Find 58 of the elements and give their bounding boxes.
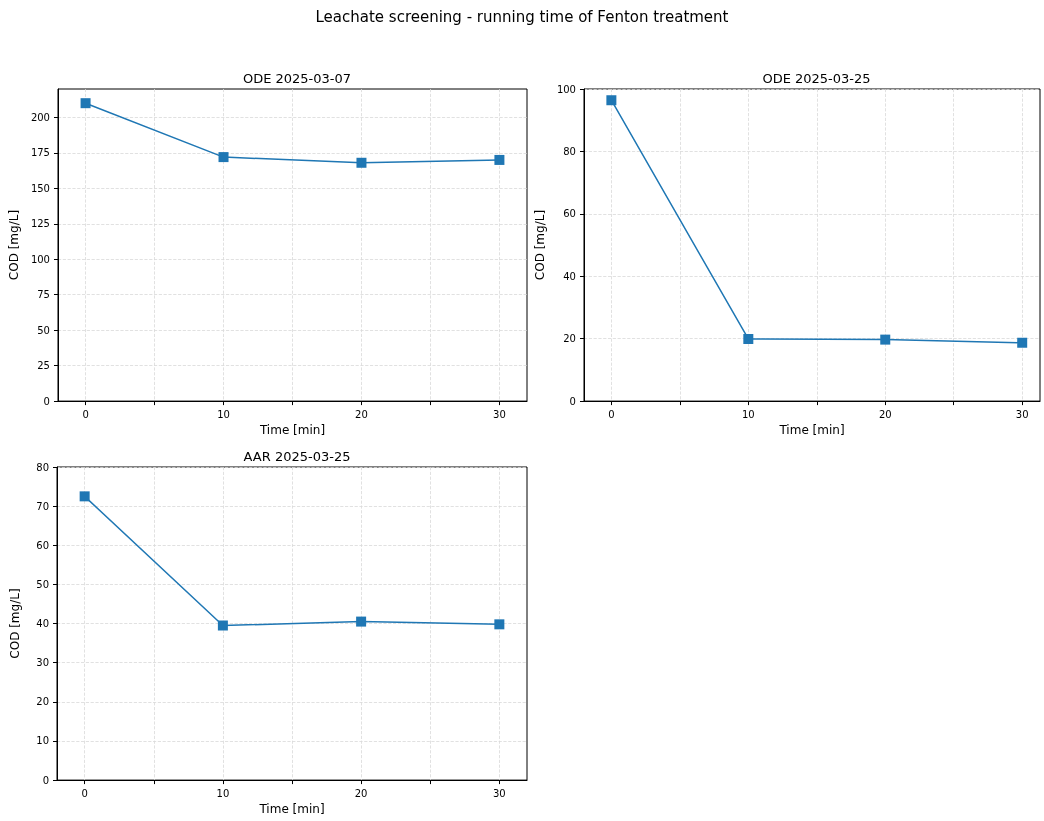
text: Leachate screening - running time of Fenton treatment: [314, 8, 730, 26]
x-tick-label: 0: [82, 408, 89, 420]
y-tick-label: 175: [30, 147, 50, 159]
x-tick-label: 30: [493, 408, 506, 420]
point: [880, 334, 891, 345]
y-axis-title: COD [mg/L]: [8, 588, 22, 659]
y-tick-label: 0: [42, 774, 49, 786]
x-axis-title: Time [min]: [258, 423, 326, 437]
point: [356, 157, 367, 168]
x-tick-label: 0: [81, 787, 88, 799]
y-tick-label: 80: [36, 461, 49, 473]
point: [79, 491, 90, 502]
y-tick-label: 125: [30, 218, 50, 230]
y-tick-label: 100: [556, 83, 576, 95]
chart-title: ODE 2025-03-07: [242, 71, 352, 86]
y-axis-title: COD [mg/L]: [7, 209, 21, 281]
x-tick-label: 10: [216, 787, 230, 799]
x-axis-title: Time [min]: [258, 802, 325, 816]
x-tick-label: 0: [608, 408, 615, 420]
point: [356, 616, 367, 627]
point: [217, 620, 228, 631]
point: [80, 98, 91, 109]
point: [494, 154, 505, 165]
y-tick-label: 80: [563, 145, 576, 157]
y-tick-label: 100: [30, 253, 50, 265]
y-tick-label: 60: [36, 539, 49, 551]
y-tick-label: 70: [36, 500, 49, 512]
y-tick-label: 75: [37, 289, 50, 301]
point: [1017, 337, 1028, 348]
y-tick-label: 50: [37, 324, 50, 336]
point: [743, 333, 754, 344]
y-tick-label: 20: [36, 696, 49, 708]
y-tick-label: 0: [569, 395, 576, 407]
chart-title: AAR 2025-03-25: [243, 449, 351, 464]
x-tick-label: 30: [1015, 408, 1029, 420]
y-tick-label: 200: [30, 111, 50, 123]
point: [494, 619, 505, 630]
y-tick-label: 0: [43, 395, 50, 407]
y-axis-title: COD [mg/L]: [533, 209, 547, 281]
x-tick-label: 20: [878, 408, 892, 420]
x-tick-label: 30: [492, 787, 506, 799]
y-tick-label: 150: [30, 182, 50, 194]
x-tick-label: 20: [354, 787, 368, 799]
point: [606, 95, 617, 106]
x-tick-label: 10: [741, 408, 755, 420]
y-tick-label: 10: [36, 735, 49, 747]
y-tick-label: 60: [563, 208, 576, 220]
y-tick-label: 40: [563, 270, 576, 282]
y-tick-label: 20: [563, 333, 576, 345]
y-tick-label: 25: [37, 360, 50, 372]
y-tick-label: 50: [36, 578, 49, 590]
x-tick-label: 20: [355, 408, 368, 420]
y-tick-label: 40: [36, 618, 49, 630]
point: [218, 152, 229, 163]
x-axis-title: Time [min]: [778, 423, 845, 437]
chart-title: ODE 2025-03-25: [762, 71, 871, 86]
x-tick-label: 10: [217, 408, 230, 420]
y-tick-label: 30: [36, 657, 49, 669]
